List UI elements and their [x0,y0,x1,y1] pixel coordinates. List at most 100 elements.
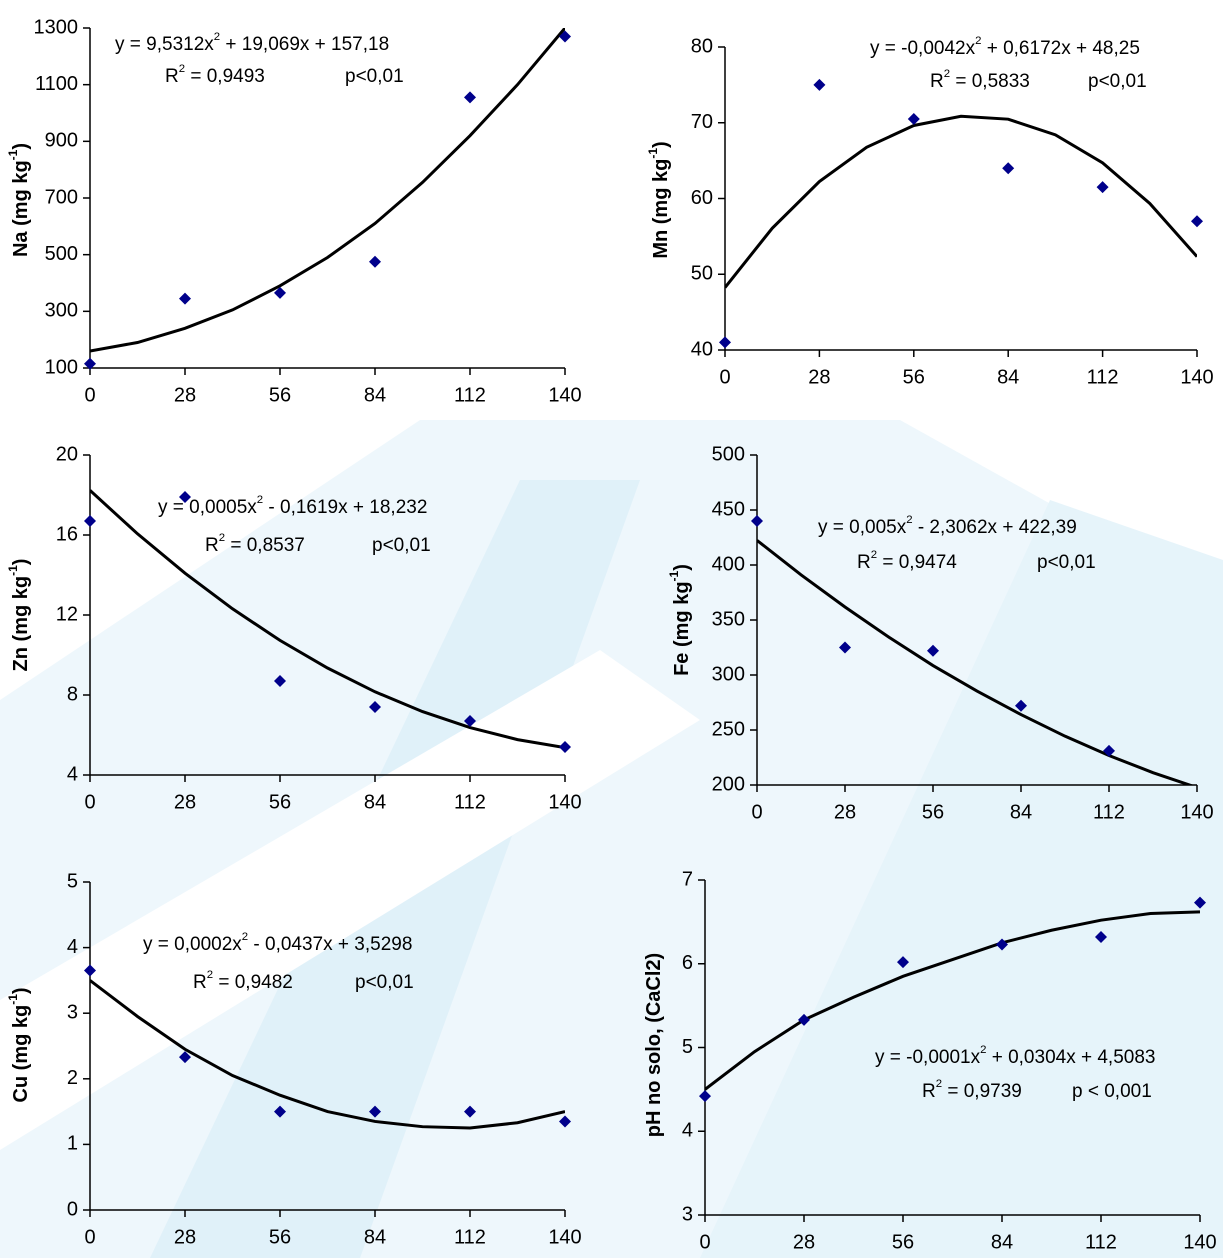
equation-part: 2 [214,31,220,43]
data-point [369,255,381,268]
y-axis-label-part: ) [650,141,672,148]
x-tick-label: 0 [751,801,762,823]
x-tick-label: 84 [1010,801,1032,823]
equation: y = 0,005x2 - 2,3062x + 422,39 [818,514,1077,538]
x-tick-label: 140 [1183,1231,1216,1253]
x-tick-label: 140 [548,1226,581,1248]
r-squared: R2 = 0,5833 [930,68,1030,92]
fit-curve [90,28,565,353]
y-tick-label: 6 [682,952,693,974]
y-axis-label-part: -1 [667,570,681,581]
p-value: p < 0,001 [1072,1081,1152,1102]
x-tick-label: 56 [922,801,944,823]
x-tick-label: 28 [174,1226,196,1248]
equation-part: y = 9,5312x [115,34,214,55]
equation-part: - 0,1619x + 18,232 [263,497,427,518]
p-value: p<0,01 [372,535,431,556]
y-axis-label-part: pH no solo, (CaCl2) [643,953,665,1137]
data-point [1002,162,1015,175]
equation-part: 2 [242,931,248,943]
x-tick-label: 84 [364,1226,386,1248]
y-axis-label-part: ) [10,987,32,994]
y-tick-label: 350 [712,608,745,630]
y-axis-label-part: ) [10,559,32,566]
y-axis-label-part: -1 [6,994,20,1005]
x-tick-label: 140 [1180,366,1213,388]
data-point [996,938,1008,951]
r-squared-part: 2 [219,532,225,544]
y-axis-label: Cu (mg kg-1) [6,987,32,1102]
r-squared-part: 2 [871,549,877,561]
equation-part: 2 [906,514,912,526]
x-tick-label: 112 [454,791,486,813]
y-axis-label: Zn (mg kg-1) [6,559,32,672]
r-squared-part: = 0,9474 [877,552,957,573]
panel: 0 1 2 3 4 5 0 28 56 84 112 140 Cu (mg kg-1) y = 0,000… [6,870,582,1248]
x-tick-label: 56 [892,1231,914,1253]
x-tick-label: 112 [1093,801,1125,823]
equation: y = 0,0005x2 - 0,1619x + 18,232 [158,494,427,518]
equation-part: y = -0,0001x [875,1047,981,1068]
r-squared-part: 2 [179,63,185,75]
equation: y = -0,0042x2 + 0,6172x + 48,25 [870,35,1140,59]
data-point [274,1105,286,1118]
y-axis-label-part: Mn (mg kg [650,159,672,259]
panel: 4 8 12 16 20 0 28 56 84 112 140 Zn (mg kg-1) y = 0,0… [6,443,582,813]
x-tick-label: 56 [269,1226,291,1248]
y-tick-label: 40 [691,338,713,360]
y-tick-label: 80 [691,35,713,57]
r-squared-part: R [193,972,207,993]
r-squared: R2 = 0,9474 [857,549,957,573]
equation-part: y = 0,005x [818,517,907,538]
r-squared-part: 2 [944,68,950,80]
data-point [274,675,286,687]
x-tick-label: 0 [699,1231,710,1253]
p-value: p<0,01 [345,66,404,87]
y-tick-label: 12 [56,603,78,625]
data-point [179,292,191,305]
equation-part: - 2,3062x + 422,39 [913,517,1077,538]
y-tick-label: 400 [712,553,745,575]
y-axis-label-part: Cu (mg kg [10,1005,32,1103]
x-tick-label: 28 [793,1231,815,1253]
equation-part: 2 [980,1044,986,1056]
fit-curve [90,979,565,1130]
equation-part: y = 0,0002x [143,934,242,955]
data-point [84,357,96,370]
x-tick-label: 84 [997,366,1019,388]
data-point [699,1090,711,1103]
data-point [274,286,286,299]
x-tick-label: 140 [548,384,581,406]
y-axis-label-part: Zn (mg kg [10,576,32,672]
equation: y = 0,0002x2 - 0,0437x + 3,5298 [143,931,412,955]
x-tick-label: 0 [84,1226,95,1248]
p-value: p<0,01 [1037,552,1096,573]
y-tick-label: 1100 [35,73,78,95]
data-point [559,30,571,43]
x-tick-label: 112 [1087,366,1119,388]
r-squared-part: 2 [936,1078,942,1090]
equation-part: 2 [257,494,263,506]
data-point [897,956,909,969]
y-axis-label-part: -1 [646,148,660,159]
data-point [1103,744,1115,757]
y-tick-label: 70 [691,111,713,133]
data-point [84,515,96,527]
y-tick-label: 5 [67,870,78,892]
y-axis-label: pH no solo, (CaCl2) [643,953,665,1137]
data-point [839,641,851,654]
y-axis-label: Fe (mg kg-1) [667,564,693,676]
r-squared: R2 = 0,8537 [205,532,305,556]
x-tick-label: 112 [1085,1231,1117,1253]
y-axis-label-part: ) [10,143,32,150]
y-tick-label: 300 [712,663,745,685]
x-tick-label: 28 [808,366,830,388]
y-tick-label: 20 [56,443,78,465]
y-tick-label: 60 [691,187,713,209]
data-point [1194,896,1206,909]
data-point [927,644,939,657]
y-tick-label: 1300 [34,16,79,38]
equation-part: y = 0,0005x [158,497,257,518]
y-axis-label-part: -1 [6,565,20,576]
y-axis-label-part: Fe (mg kg [671,581,693,675]
